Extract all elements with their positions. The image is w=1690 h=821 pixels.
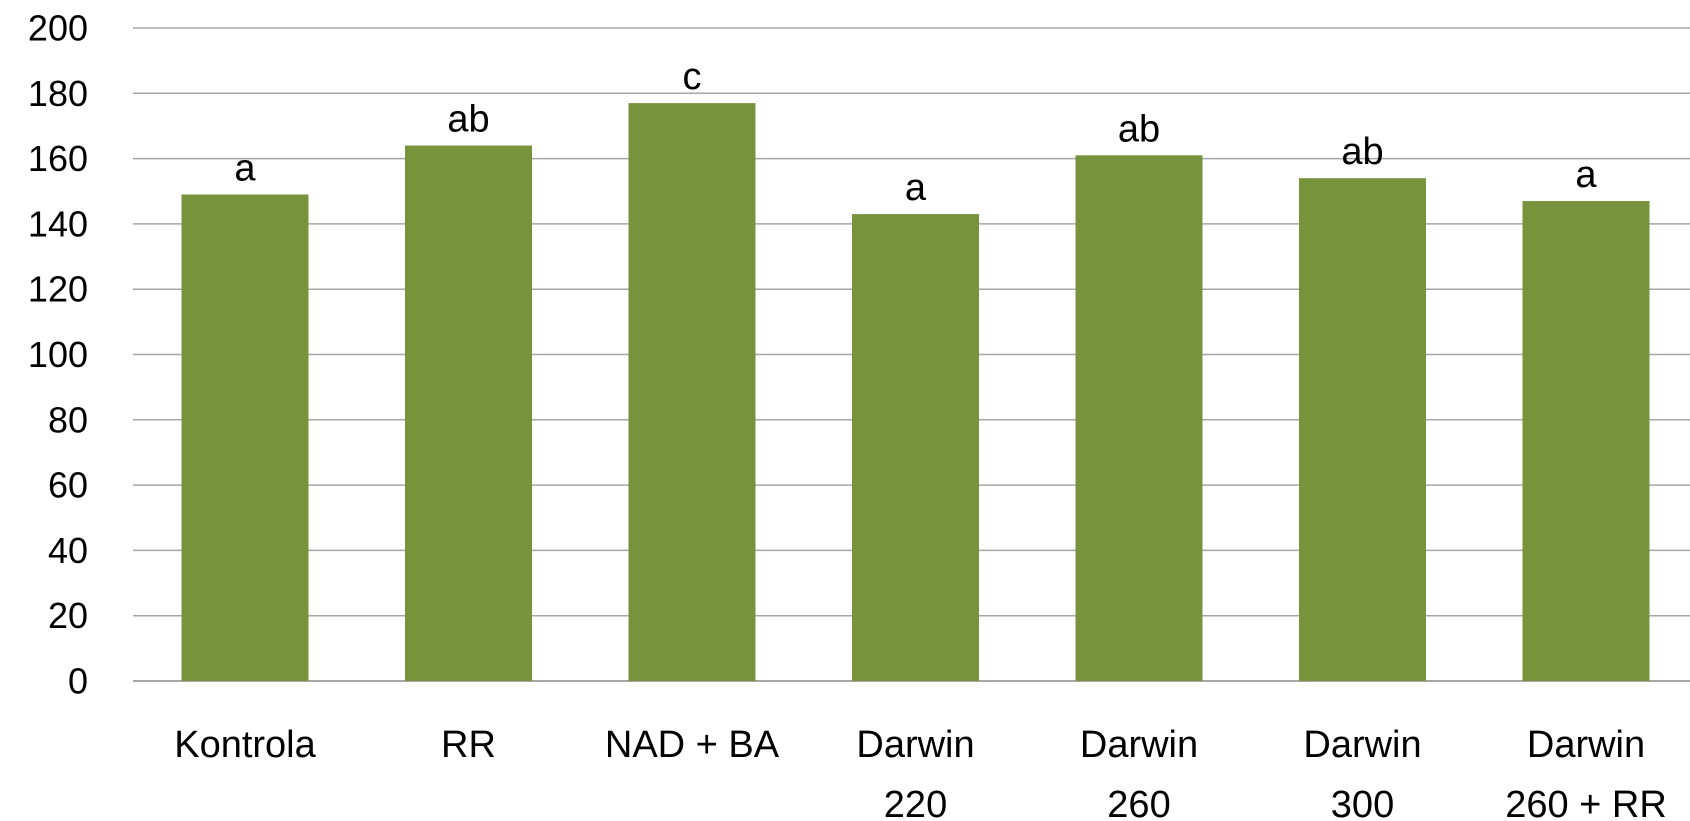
category-label: Darwin xyxy=(856,724,974,766)
bar xyxy=(1522,201,1650,682)
category-label: Kontrola xyxy=(174,724,316,766)
significance-labels: a ab c a ab ab a xyxy=(234,56,1597,209)
bar xyxy=(405,145,532,682)
y-tick-label: 40 xyxy=(48,530,88,571)
y-axis-ticks: 0 20 40 60 80 100 120 140 160 180 200 xyxy=(28,8,88,702)
significance-label: c xyxy=(683,56,702,98)
y-tick-label: 140 xyxy=(28,203,88,244)
bar xyxy=(628,103,756,682)
category-label: RR xyxy=(441,724,496,766)
significance-label: ab xyxy=(447,99,489,141)
significance-label: ab xyxy=(1118,108,1160,150)
category-label: 300 xyxy=(1331,784,1394,821)
category-label: 220 xyxy=(884,784,947,821)
significance-label: ab xyxy=(1341,131,1383,173)
category-labels: Kontrola RR NAD + BA Darwin 220 Darwin 260 Darw… xyxy=(174,724,1667,821)
bar xyxy=(852,214,979,682)
bar xyxy=(1075,155,1203,681)
y-tick-label: 160 xyxy=(28,138,88,179)
bar xyxy=(181,194,309,681)
bar xyxy=(1299,178,1426,681)
category-label: Darwin xyxy=(1527,724,1645,766)
y-tick-label: 60 xyxy=(48,465,88,506)
significance-label: a xyxy=(905,167,927,209)
y-tick-label: 100 xyxy=(28,334,88,375)
category-label: Darwin xyxy=(1303,724,1421,766)
category-label: 260 + RR xyxy=(1505,784,1667,821)
category-label: NAD + BA xyxy=(605,724,780,766)
y-tick-label: 80 xyxy=(48,399,88,440)
bars xyxy=(181,103,1650,682)
category-label: 260 xyxy=(1107,784,1170,821)
category-label: Darwin xyxy=(1080,724,1198,766)
significance-label: a xyxy=(1575,154,1597,196)
y-tick-label: 200 xyxy=(28,8,88,49)
y-tick-label: 20 xyxy=(48,595,88,636)
y-tick-label: 120 xyxy=(28,269,88,310)
y-tick-label: 180 xyxy=(28,73,88,114)
y-tick-label: 0 xyxy=(68,661,88,702)
significance-label: a xyxy=(234,148,256,190)
